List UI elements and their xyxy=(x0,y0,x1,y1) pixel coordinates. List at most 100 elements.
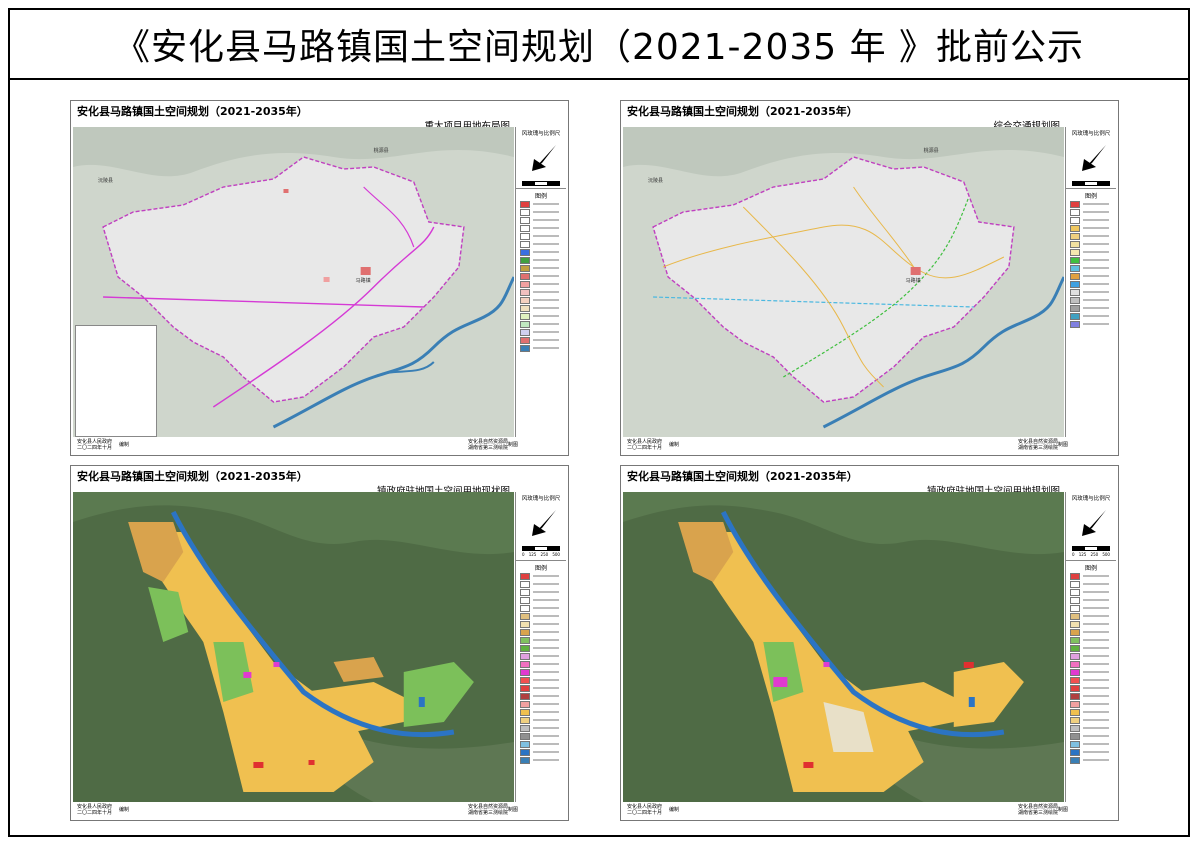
panel-header: 安化县马路镇国土空间规划（2021-2035年） xyxy=(71,101,568,121)
legend-heading: 风玫瑰与比例尺 xyxy=(1071,131,1111,137)
legend-text-placeholder xyxy=(1083,743,1109,745)
legend-color-swatch xyxy=(520,320,530,328)
legend-text-placeholder xyxy=(533,583,559,585)
map-canvas[interactable]: 沅陵县 桃源县 马路镇 xyxy=(623,127,1064,437)
footer-right-role: 制图 xyxy=(1057,442,1068,448)
legend-entry xyxy=(1070,716,1116,724)
scale-tick: 0 xyxy=(1072,552,1075,557)
map-subtitle: 重大项目用地布局图 xyxy=(424,121,510,132)
legend-color-swatch xyxy=(1070,256,1080,264)
legend-color-swatch xyxy=(520,232,530,240)
legend-color-swatch xyxy=(1070,612,1080,620)
legend-entry xyxy=(1070,660,1116,668)
legend-heading: 风玫瑰与比例尺 xyxy=(1071,496,1111,502)
legend-entry xyxy=(1070,580,1116,588)
legend-entry xyxy=(1070,756,1116,764)
legend-text-placeholder xyxy=(1083,243,1109,245)
legend-text-placeholder xyxy=(1083,695,1109,697)
plan-title: 安化县马路镇国土空间规划（2021-2035年） xyxy=(627,105,858,118)
footer-left-role: 编制 xyxy=(669,807,680,813)
legend-color-swatch xyxy=(520,200,530,208)
legend-text-placeholder xyxy=(1083,655,1109,657)
legend-text-placeholder xyxy=(533,759,559,761)
legend-text-placeholder xyxy=(533,671,559,673)
town-center-label: 马路镇 xyxy=(356,277,371,284)
map-panel-major-projects: 安化县马路镇国土空间规划（2021-2035年） 重大项目用地布局图 沅陵县 桃… xyxy=(70,100,569,456)
legend-color-swatch xyxy=(520,216,530,224)
map-canvas[interactable] xyxy=(73,492,514,802)
legend-text-placeholder xyxy=(533,623,559,625)
legend-text-placeholder xyxy=(1083,647,1109,649)
legend-entry xyxy=(520,224,566,232)
legend-swatches xyxy=(516,200,566,352)
legend-label: 图例 xyxy=(534,565,547,572)
map-subtitle: 镇政府驻地国土空间用地现状图 xyxy=(376,486,510,497)
legend-text-placeholder xyxy=(1083,307,1109,309)
legend-entry xyxy=(1070,288,1116,296)
legend-color-swatch xyxy=(1070,692,1080,700)
legend-entry xyxy=(1070,676,1116,684)
legend-entry xyxy=(520,304,566,312)
legend-text-placeholder xyxy=(533,339,559,341)
legend-color-swatch xyxy=(1070,272,1080,280)
legend-color-swatch xyxy=(520,224,530,232)
map-canvas[interactable]: 沅陵县 桃源县 马路镇 xyxy=(73,127,514,437)
legend-text-placeholder xyxy=(1083,751,1109,753)
legend-text-placeholder xyxy=(533,663,559,665)
legend-text-placeholder xyxy=(1083,267,1109,269)
project-table xyxy=(75,325,157,437)
map-canvas[interactable] xyxy=(623,492,1064,802)
town-center-label: 马路镇 xyxy=(906,277,921,284)
footer-author: 安化县人民政府 xyxy=(627,439,663,445)
legend-text-placeholder xyxy=(533,743,559,745)
legend-color-swatch xyxy=(1070,740,1080,748)
legend-color-swatch xyxy=(520,604,530,612)
legend-color-swatch xyxy=(1070,716,1080,724)
legend-text-placeholder xyxy=(533,299,559,301)
legend-color-swatch xyxy=(520,644,530,652)
legend-color-swatch xyxy=(520,256,530,264)
legend-entry xyxy=(1070,612,1116,620)
legend-entry xyxy=(1070,692,1116,700)
legend-color-swatch xyxy=(1070,232,1080,240)
legend-color-swatch xyxy=(1070,604,1080,612)
legend-text-placeholder xyxy=(533,211,559,213)
legend-color-swatch xyxy=(1070,208,1080,216)
legend-text-placeholder xyxy=(533,607,559,609)
legend-entry xyxy=(520,272,566,280)
scale-tick: 125 xyxy=(1078,552,1087,557)
legend-entry xyxy=(520,288,566,296)
wind-rose-icon xyxy=(532,510,556,536)
legend-entry xyxy=(520,612,566,620)
legend-entry xyxy=(520,256,566,264)
footer-left-role: 编制 xyxy=(669,442,680,448)
legend-entry xyxy=(1070,748,1116,756)
legend-color-swatch xyxy=(1070,700,1080,708)
legend-color-swatch xyxy=(1070,216,1080,224)
current-landuse-svg xyxy=(73,492,514,802)
footer-surveyor: 湖南省第三测绘院 xyxy=(1017,445,1058,451)
legend-color-swatch xyxy=(1070,288,1080,296)
legend-color-swatch xyxy=(1070,652,1080,660)
legend-entry xyxy=(520,296,566,304)
legend-text-placeholder xyxy=(533,735,559,737)
plan-title: 安化县马路镇国土空间规划（2021-2035年） xyxy=(77,105,308,118)
legend-color-swatch xyxy=(1070,636,1080,644)
legend-entry xyxy=(520,700,566,708)
panel-header: 安化县马路镇国土空间规划（2021-2035年） xyxy=(71,466,568,486)
legend-color-swatch xyxy=(1070,200,1080,208)
legend-color-swatch xyxy=(520,572,530,580)
legend-entry xyxy=(520,336,566,344)
legend-entry xyxy=(1070,684,1116,692)
footer-right: 安化县自然资源局 湖南省第三测绘院 xyxy=(468,804,508,816)
legend-color-swatch xyxy=(1070,756,1080,764)
legend-color-swatch xyxy=(1070,264,1080,272)
legend-color-swatch xyxy=(1070,732,1080,740)
legend-color-swatch xyxy=(1070,748,1080,756)
legend-entry xyxy=(520,588,566,596)
legend-entry xyxy=(1070,644,1116,652)
legend-heading: 风玫瑰与比例尺 xyxy=(521,131,561,137)
legend-entry xyxy=(520,748,566,756)
legend-color-swatch xyxy=(1070,588,1080,596)
legend-text-placeholder xyxy=(1083,703,1109,705)
